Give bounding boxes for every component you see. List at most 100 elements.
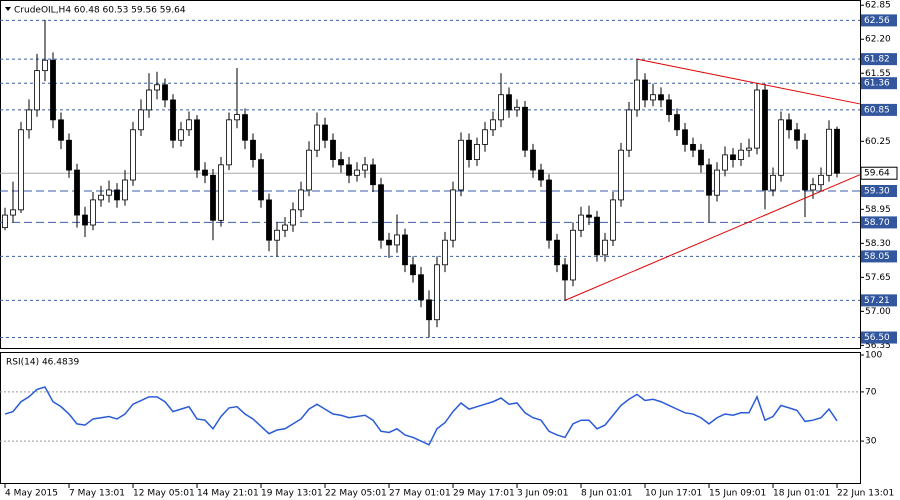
candle-body bbox=[258, 159, 264, 201]
candle-body bbox=[394, 234, 400, 246]
candle-body bbox=[298, 189, 304, 211]
trendline bbox=[564, 174, 861, 301]
candle-body bbox=[546, 179, 552, 241]
candle-body bbox=[778, 119, 784, 176]
candle-body bbox=[802, 139, 808, 191]
y-tick-label: 62.20 bbox=[865, 35, 891, 45]
x-tick-label: 22 Jun 13:01 bbox=[837, 489, 894, 499]
candle-body bbox=[466, 139, 472, 161]
candle-body bbox=[674, 114, 680, 131]
trendline bbox=[636, 58, 861, 105]
candle-body bbox=[202, 169, 208, 176]
level-label: 58.70 bbox=[864, 218, 890, 228]
x-tick-label: 29 May 17:01 bbox=[453, 489, 515, 499]
candle-body bbox=[90, 199, 96, 226]
candle-body bbox=[482, 129, 488, 145]
candle-body bbox=[378, 184, 384, 241]
candle-body bbox=[266, 199, 272, 241]
candle-body bbox=[362, 164, 368, 171]
candle-body bbox=[562, 264, 568, 281]
x-tick-label: 7 May 13:01 bbox=[69, 489, 125, 499]
candle-body bbox=[610, 199, 616, 241]
y-tick-label: 57.00 bbox=[865, 307, 891, 317]
candle-body bbox=[274, 229, 280, 241]
candle-body bbox=[690, 144, 696, 151]
candle-body bbox=[450, 189, 456, 241]
candle-body bbox=[82, 214, 88, 226]
candle-body bbox=[154, 84, 160, 91]
candle-body bbox=[714, 169, 720, 196]
candle-body bbox=[746, 147, 752, 151]
candle-body bbox=[330, 139, 336, 161]
candle-body bbox=[402, 234, 408, 266]
y-tick-label: 57.65 bbox=[865, 273, 891, 283]
candle-body bbox=[58, 119, 64, 141]
candle-body bbox=[74, 169, 80, 216]
candle-body bbox=[34, 70, 40, 111]
candle-body bbox=[594, 216, 600, 256]
rsi-tick-label: 100 bbox=[865, 351, 882, 361]
candle-body bbox=[186, 119, 192, 131]
candle-body bbox=[10, 209, 16, 216]
candle-body bbox=[794, 129, 800, 141]
candle-body bbox=[498, 94, 504, 121]
candle-body bbox=[162, 84, 168, 101]
candle-body bbox=[762, 89, 768, 191]
candle-body bbox=[754, 89, 760, 149]
candle-body bbox=[650, 94, 656, 101]
candle-body bbox=[834, 128, 840, 174]
candle-body bbox=[618, 149, 624, 201]
candle-body bbox=[250, 139, 256, 161]
candle-body bbox=[370, 164, 376, 186]
candle-body bbox=[474, 144, 480, 161]
candle-body bbox=[106, 189, 112, 196]
y-tick-label: 60.25 bbox=[865, 137, 891, 147]
y-tick-label: 62.85 bbox=[865, 1, 891, 11]
candle-body bbox=[578, 214, 584, 231]
candle-body bbox=[354, 169, 360, 176]
candle-body bbox=[626, 109, 632, 151]
candle-body bbox=[130, 129, 136, 181]
candle-body bbox=[322, 124, 328, 141]
x-tick-label: 4 May 2015 bbox=[5, 489, 58, 499]
x-tick-label: 3 Jun 09:01 bbox=[517, 489, 568, 499]
rsi-tick-label: 70 bbox=[865, 387, 877, 397]
level-label: 59.30 bbox=[864, 187, 890, 197]
x-tick-label: 10 Jun 17:01 bbox=[645, 489, 702, 499]
level-label-bg bbox=[861, 77, 897, 90]
candle-body bbox=[98, 194, 104, 201]
dropdown-icon bbox=[5, 7, 11, 11]
price-panel bbox=[0, 0, 861, 349]
candle-body bbox=[786, 119, 792, 131]
rsi-tick-label: 30 bbox=[865, 437, 877, 447]
level-label-bg bbox=[861, 185, 897, 198]
candle-body bbox=[2, 214, 8, 229]
level-label: 61.36 bbox=[864, 79, 890, 89]
candle-body bbox=[442, 239, 448, 266]
candle-body bbox=[706, 164, 712, 196]
last-price-label: 59.64 bbox=[864, 169, 890, 179]
level-label: 61.82 bbox=[864, 55, 890, 65]
level-label: 56.50 bbox=[864, 333, 890, 343]
candle-body bbox=[146, 89, 152, 111]
candle-body bbox=[770, 174, 776, 191]
candle-body bbox=[666, 99, 672, 116]
candle-body bbox=[338, 159, 344, 166]
candle-body bbox=[386, 239, 392, 246]
candle-body bbox=[434, 264, 440, 321]
candle-body bbox=[50, 59, 56, 121]
candle-body bbox=[178, 129, 184, 141]
level-label-bg bbox=[861, 103, 897, 116]
candle-body bbox=[826, 128, 832, 176]
candle-body bbox=[314, 124, 320, 151]
candle-body bbox=[66, 139, 72, 171]
level-label: 57.21 bbox=[864, 296, 890, 306]
level-label-bg bbox=[861, 14, 897, 27]
x-tick-label: 27 May 01:01 bbox=[389, 489, 451, 499]
last-price-bg bbox=[860, 166, 898, 180]
candle-body bbox=[282, 224, 288, 231]
level-label: 62.56 bbox=[864, 16, 890, 26]
candle-body bbox=[586, 214, 592, 218]
candle-body bbox=[26, 109, 32, 131]
